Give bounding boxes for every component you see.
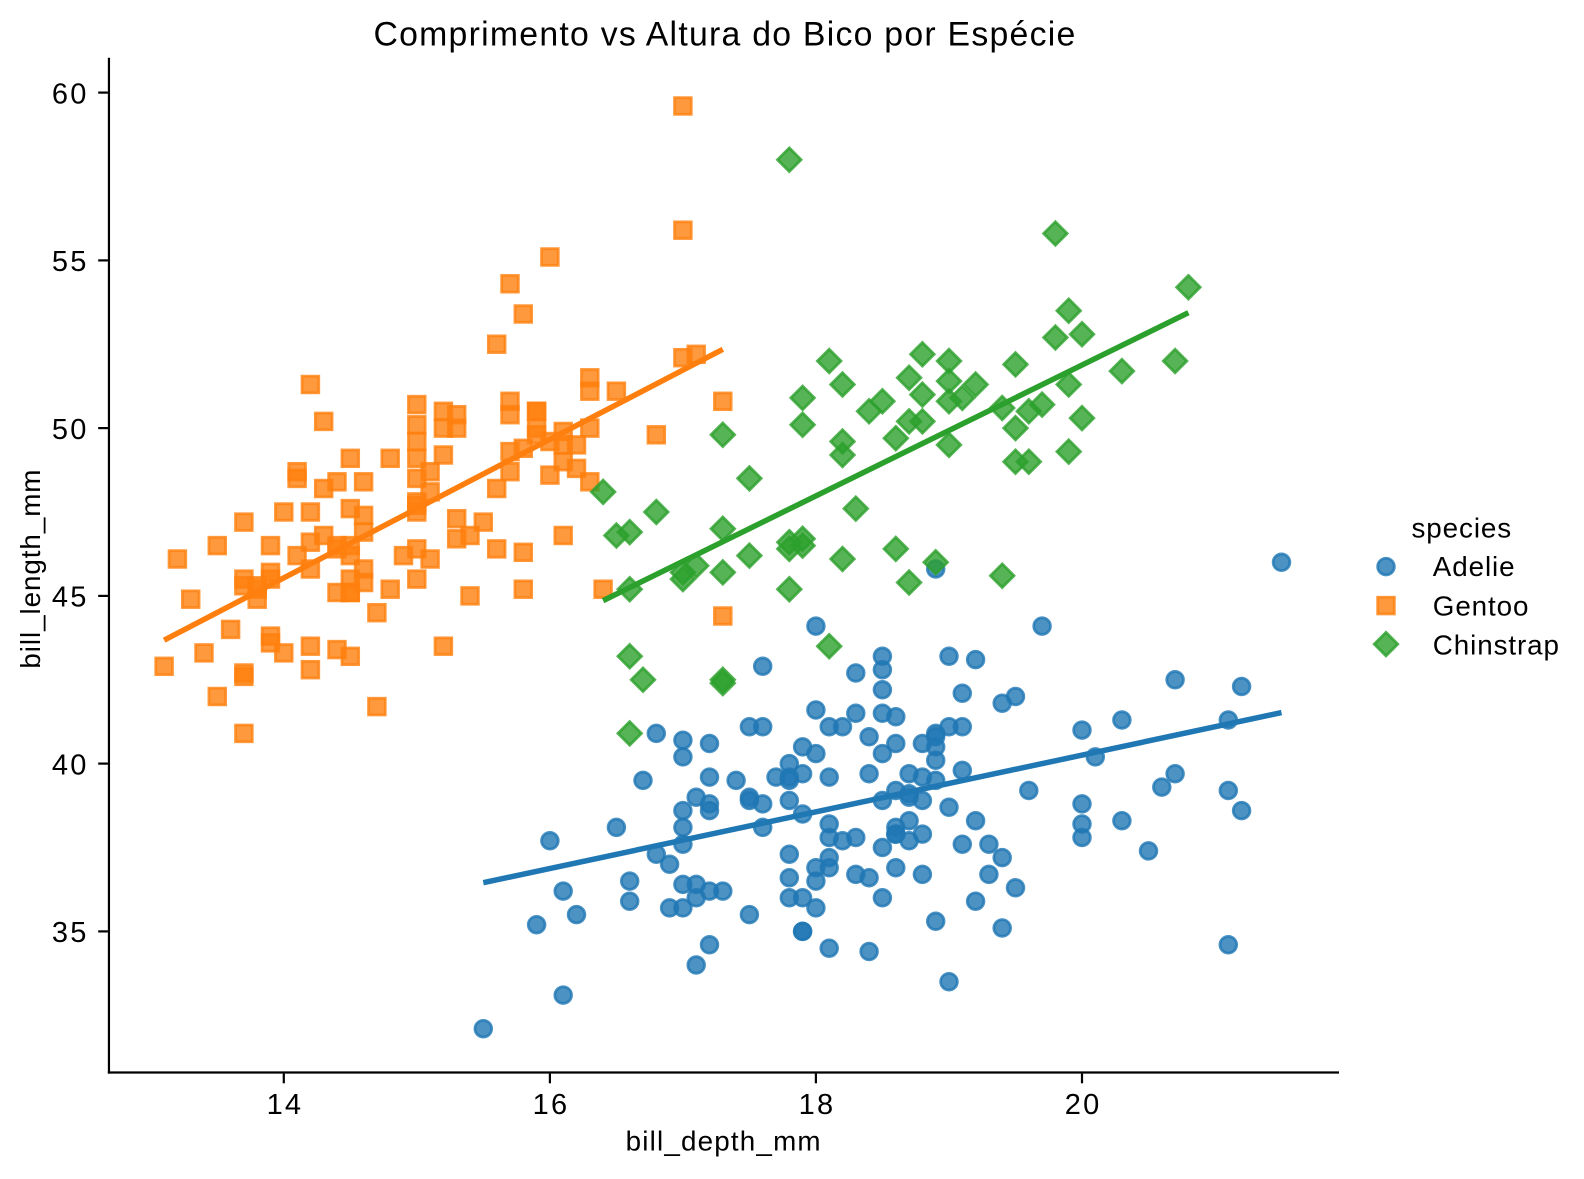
- svg-text:bill_length_mm: bill_length_mm: [15, 469, 46, 669]
- svg-text:20: 20: [1065, 1089, 1102, 1121]
- svg-text:Chinstrap: Chinstrap: [1433, 630, 1560, 661]
- svg-text:18: 18: [799, 1089, 836, 1121]
- svg-text:Gentoo: Gentoo: [1433, 591, 1530, 622]
- svg-text:45: 45: [52, 582, 89, 614]
- svg-text:Comprimento vs Altura do Bico: Comprimento vs Altura do Bico por Espéci…: [373, 16, 1076, 54]
- svg-text:16: 16: [533, 1089, 570, 1121]
- svg-text:35: 35: [52, 917, 89, 949]
- svg-text:14: 14: [267, 1089, 304, 1121]
- svg-text:species: species: [1412, 512, 1513, 543]
- svg-text:bill_depth_mm: bill_depth_mm: [626, 1126, 822, 1157]
- svg-text:50: 50: [52, 414, 89, 446]
- svg-text:Adelie: Adelie: [1433, 551, 1516, 582]
- svg-text:60: 60: [52, 78, 89, 110]
- svg-text:55: 55: [52, 246, 89, 278]
- svg-text:40: 40: [52, 749, 89, 781]
